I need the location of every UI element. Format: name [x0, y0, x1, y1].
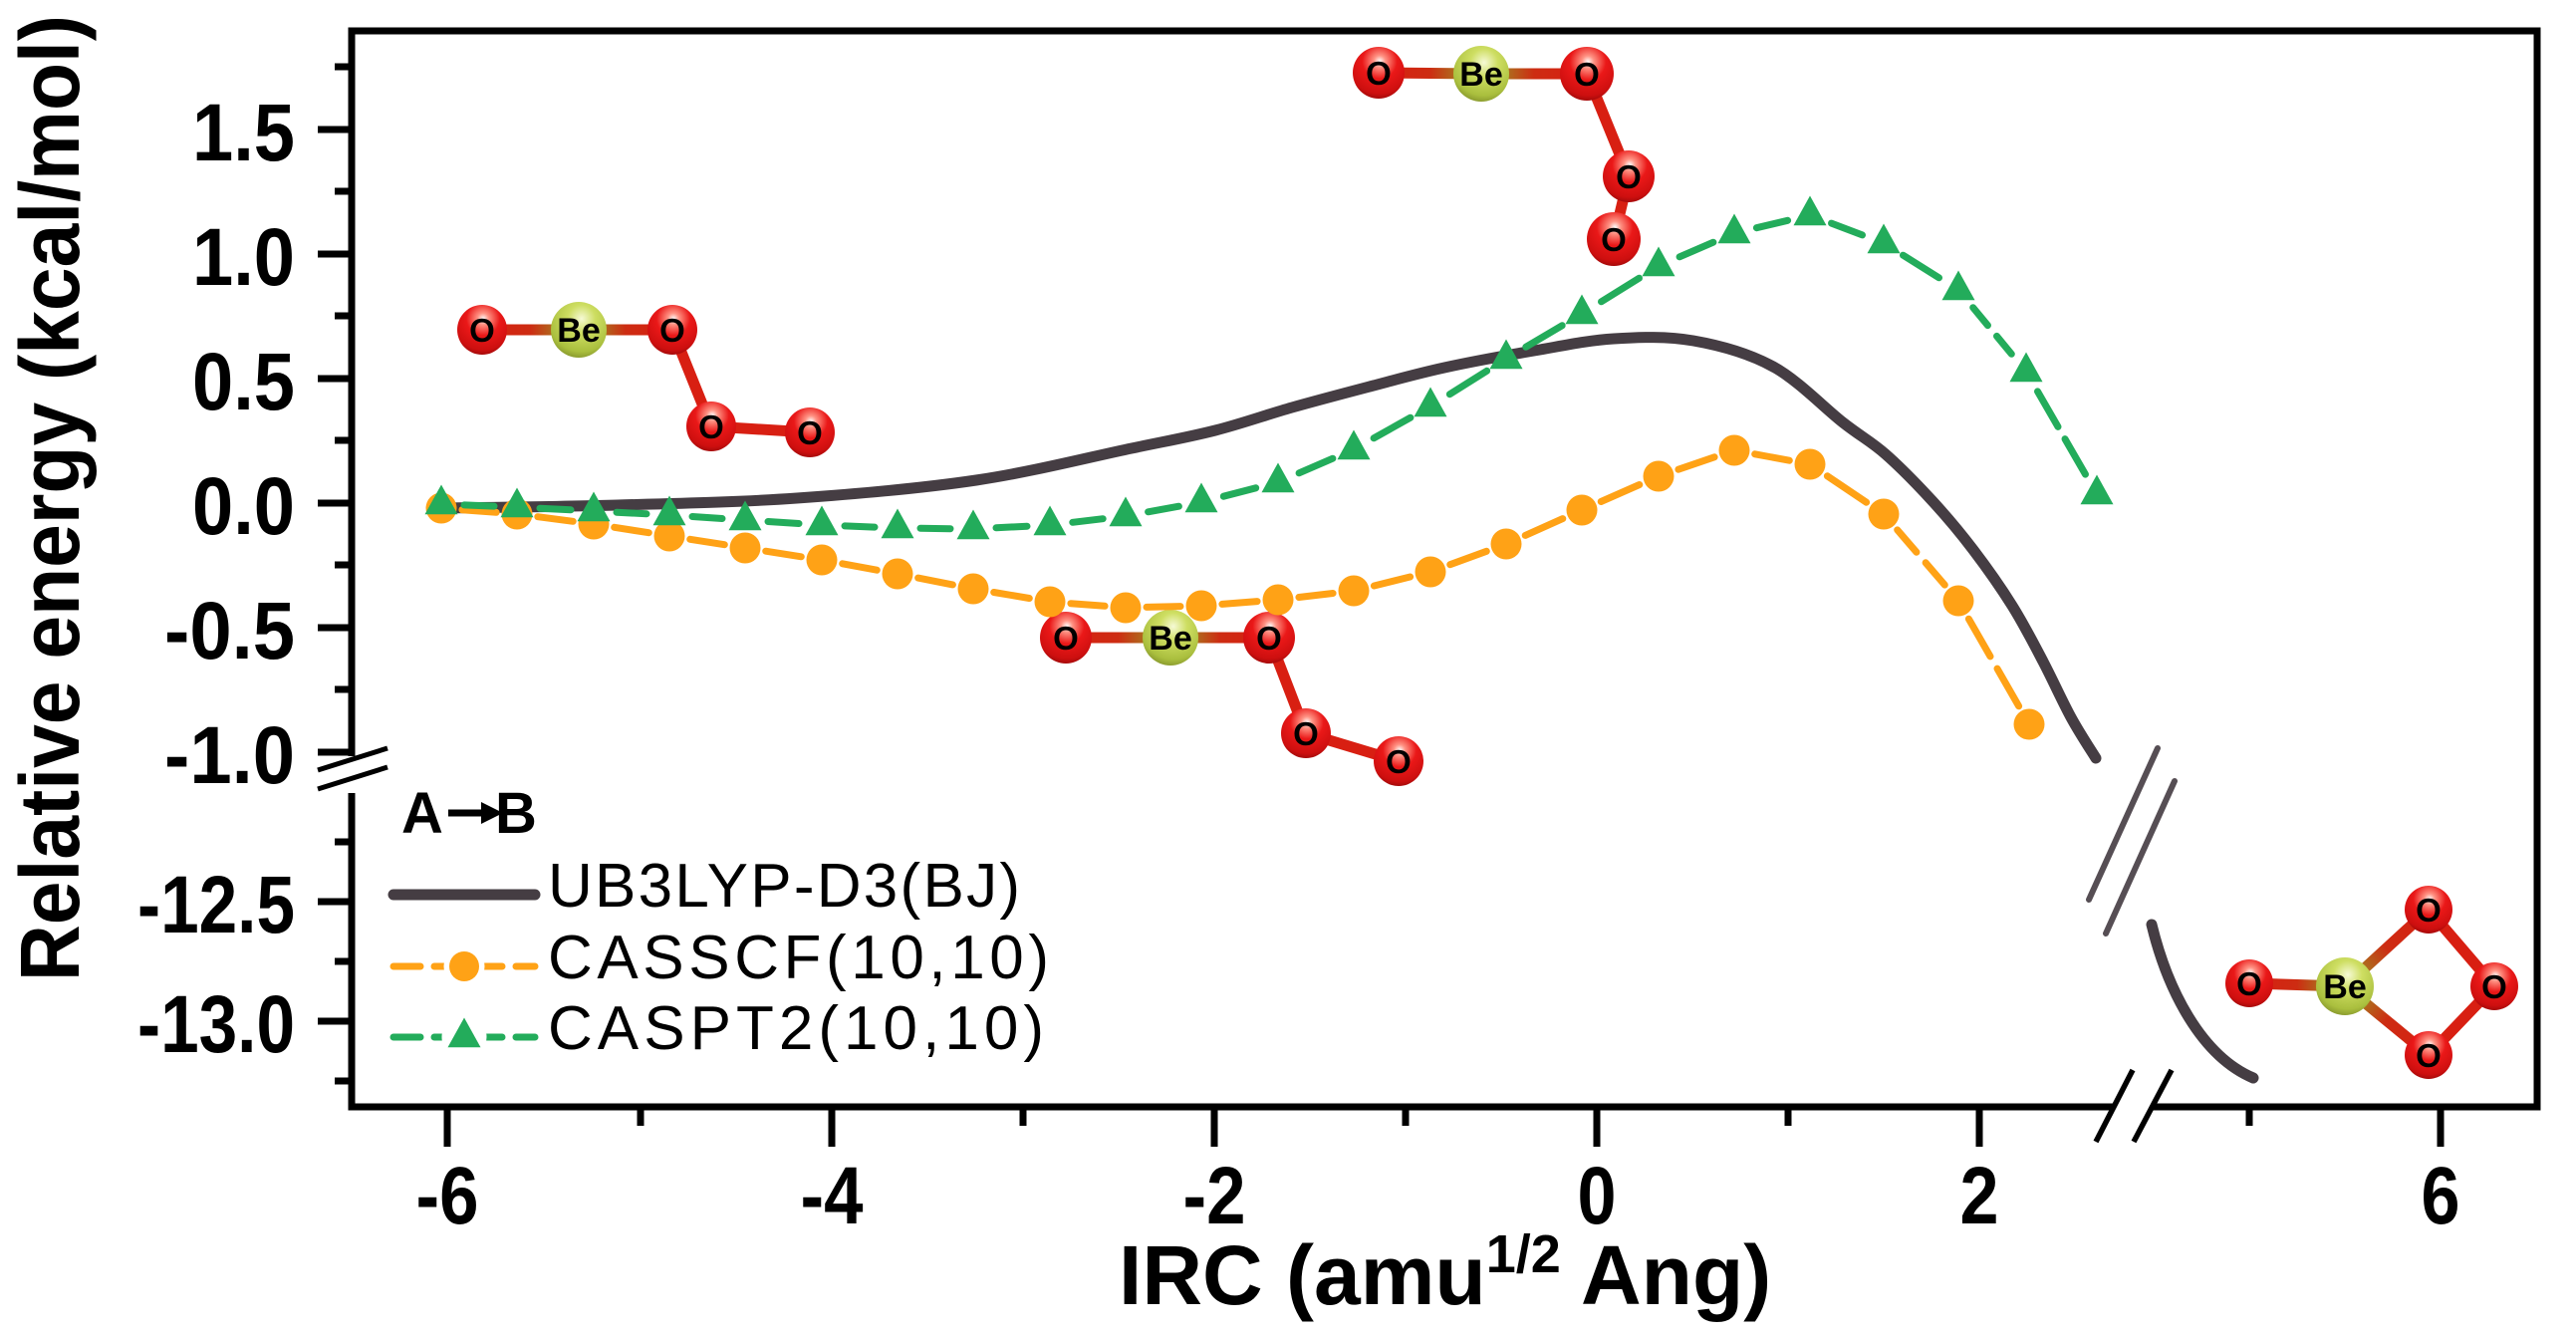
- svg-text:O: O: [469, 312, 495, 349]
- svg-text:O: O: [1574, 56, 1600, 93]
- svg-text:O: O: [2236, 965, 2262, 1002]
- svg-text:O: O: [2416, 892, 2442, 929]
- svg-text:O: O: [2481, 968, 2507, 1005]
- svg-text:O: O: [1366, 55, 1392, 92]
- svg-text:0.5: 0.5: [192, 337, 295, 427]
- svg-text:6: 6: [2422, 1151, 2460, 1241]
- svg-text:O: O: [2416, 1037, 2442, 1074]
- svg-text:Be: Be: [1149, 620, 1191, 658]
- svg-text:A: A: [401, 781, 443, 846]
- svg-text:UB3LYP-D3(BJ): UB3LYP-D3(BJ): [548, 852, 1020, 921]
- svg-text:Be: Be: [557, 312, 600, 350]
- svg-text:Relative energy (kcal/mol): Relative energy (kcal/mol): [3, 15, 97, 981]
- svg-text:Be: Be: [2323, 968, 2366, 1006]
- svg-text:CASPT2(10,10): CASPT2(10,10): [548, 994, 1044, 1063]
- svg-text:O: O: [698, 408, 724, 445]
- svg-text:O: O: [1616, 158, 1642, 195]
- svg-text:O: O: [1386, 743, 1412, 780]
- svg-text:-12.5: -12.5: [137, 860, 295, 950]
- svg-text:O: O: [1256, 620, 1282, 657]
- svg-text:O: O: [659, 312, 685, 349]
- svg-text:-1.0: -1.0: [164, 710, 295, 801]
- svg-text:-4: -4: [801, 1151, 864, 1241]
- svg-text:-6: -6: [416, 1151, 479, 1241]
- svg-text:2: 2: [1960, 1151, 1999, 1241]
- svg-text:-0.5: -0.5: [164, 586, 295, 676]
- svg-text:Be: Be: [1459, 56, 1502, 94]
- svg-text:1.5: 1.5: [192, 88, 295, 178]
- svg-text:-13.0: -13.0: [137, 979, 295, 1070]
- svg-text:1.0: 1.0: [192, 212, 295, 303]
- svg-text:B: B: [495, 781, 537, 846]
- svg-text:O: O: [1293, 715, 1319, 752]
- svg-text:O: O: [1053, 620, 1079, 657]
- svg-text:0.0: 0.0: [192, 461, 295, 552]
- svg-text:O: O: [1601, 221, 1627, 258]
- svg-text:O: O: [797, 414, 823, 451]
- svg-text:CASSCF(10,10): CASSCF(10,10): [548, 924, 1049, 992]
- svg-text:IRC (amu1/2 Ang): IRC (amu1/2 Ang): [1119, 1224, 1771, 1322]
